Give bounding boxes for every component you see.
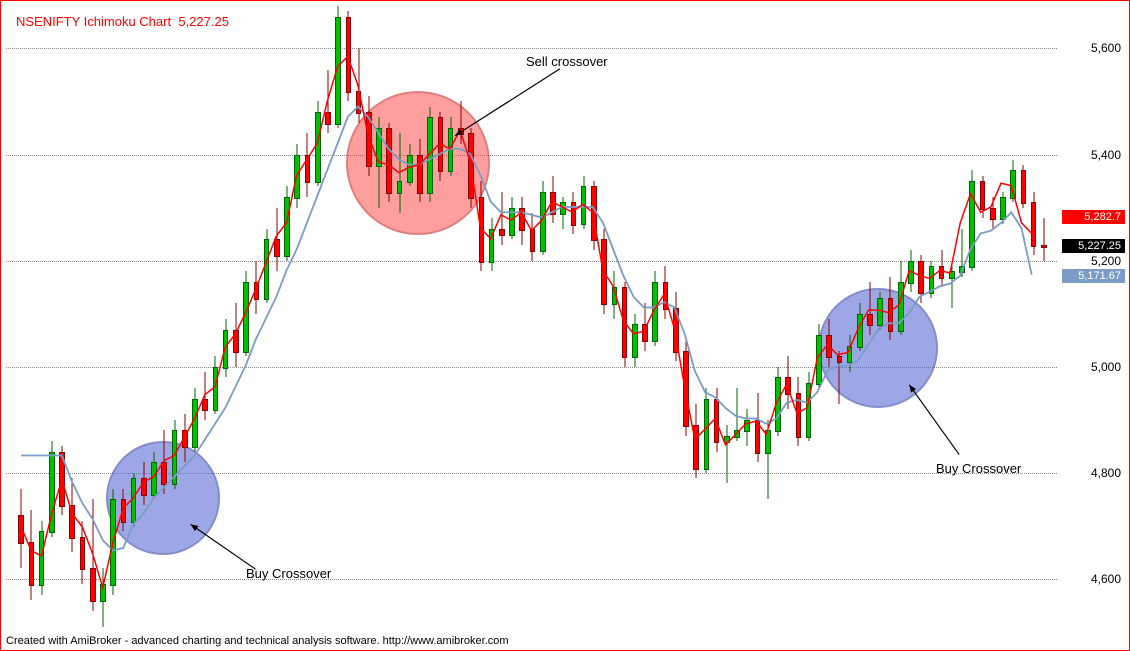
y-tick-label: 5,200 xyxy=(1091,254,1121,268)
y-tick-label: 5,600 xyxy=(1091,41,1121,55)
grid-line xyxy=(6,155,1057,156)
y-tick-label: 4,600 xyxy=(1091,572,1121,586)
grid-line xyxy=(6,367,1057,368)
price-tag: 5,227.25 xyxy=(1062,239,1125,253)
grid-line xyxy=(6,579,1057,580)
footer-credit: Created with AmiBroker - advanced charti… xyxy=(6,635,509,647)
price-tag: 5,171.67 xyxy=(1062,269,1125,283)
grid-line xyxy=(6,48,1057,49)
title-price: 5,227.25 xyxy=(178,14,229,29)
chart-frame: NSENIFTY Ichimoku Chart 5,227.25 Sell cr… xyxy=(0,0,1130,651)
y-axis: 4,600 4,800 5,000 5,200 5,400 5,600 5,282.7 5,2… xyxy=(1057,6,1129,630)
y-tick-label: 4,800 xyxy=(1091,466,1121,480)
title-symbol: NSENIFTY Ichimoku Chart xyxy=(16,14,171,29)
chart-area[interactable]: NSENIFTY Ichimoku Chart 5,227.25 Sell cr… xyxy=(6,6,1057,630)
y-tick-label: 5,400 xyxy=(1091,148,1121,162)
chart-title: NSENIFTY Ichimoku Chart 5,227.25 xyxy=(16,14,229,29)
annotation-label: Buy Crossover xyxy=(246,566,331,581)
annotation-label: Sell crossover xyxy=(526,54,608,69)
price-tag: 5,282.7 xyxy=(1062,210,1125,224)
annotation-label: Buy Crossover xyxy=(936,461,1021,476)
y-tick-label: 5,000 xyxy=(1091,360,1121,374)
